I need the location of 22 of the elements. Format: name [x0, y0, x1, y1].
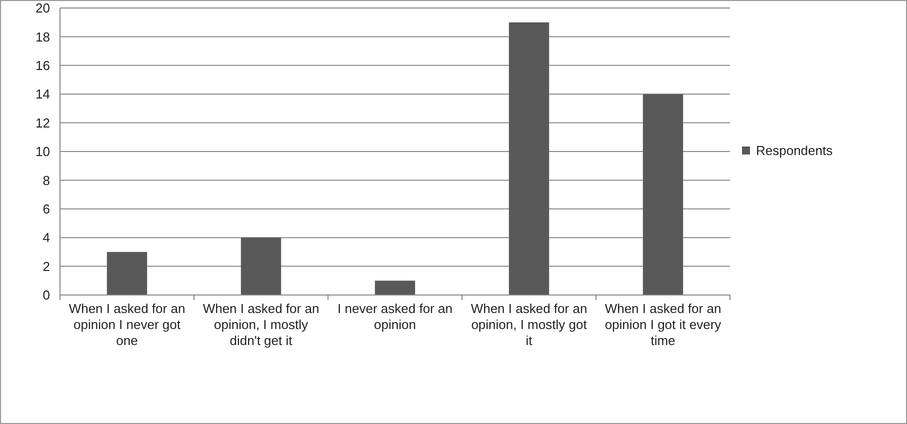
- bar: [240, 238, 282, 295]
- bar: [374, 280, 416, 295]
- y-tick-label: 16: [36, 58, 50, 73]
- bar: [106, 252, 148, 295]
- y-tick-label: 6: [42, 201, 50, 216]
- y-tick-label: 0: [42, 288, 50, 303]
- y-tick-label: 2: [42, 258, 50, 274]
- x-tick-label: When I asked for an opinion I never got one: [68, 301, 186, 348]
- x-tick-label: When I asked for an opinion I got it every time: [604, 301, 722, 348]
- x-tick-label: When I asked for an opinion, I mostly didn't get it: [202, 301, 320, 348]
- bar: [642, 94, 684, 295]
- bar: [508, 22, 550, 295]
- y-tick-label: 10: [36, 144, 50, 160]
- y-tick-label: 20: [36, 0, 50, 16]
- y-tick-label: 8: [42, 172, 50, 188]
- y-tick-label: 12: [36, 115, 50, 130]
- x-tick-label: When I asked for an opinion, I mostly got it: [470, 301, 588, 348]
- x-tick-label: I never asked for an opinion: [338, 301, 452, 332]
- y-tick-label: 18: [36, 29, 50, 44]
- y-tick-label: 4: [42, 230, 50, 246]
- legend-label: Respondents: [756, 143, 834, 158]
- y-tick-label: 14: [36, 86, 50, 102]
